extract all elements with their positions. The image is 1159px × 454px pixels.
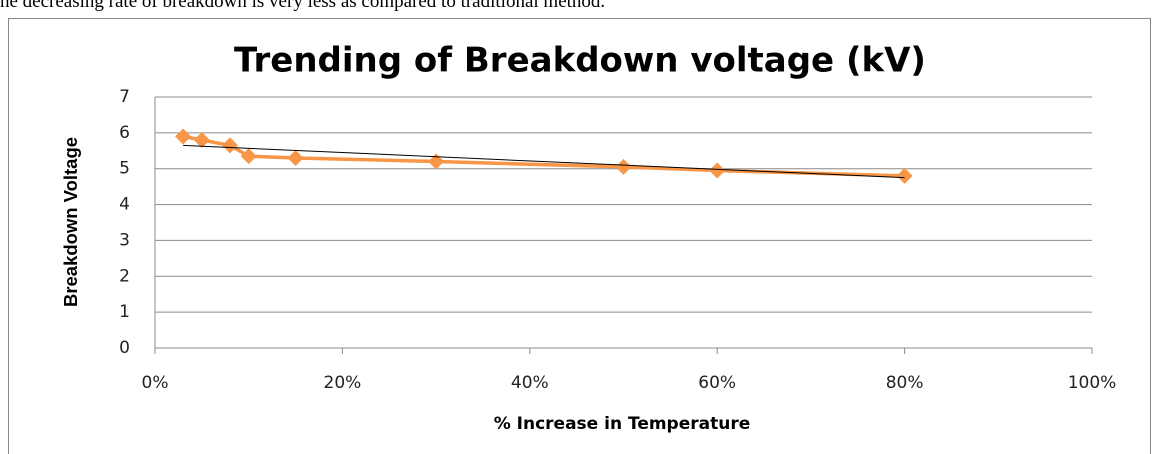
y-tick-label: 2	[119, 266, 130, 286]
marker	[240, 148, 257, 165]
y-tick-label: 6	[119, 123, 130, 143]
y-tick-label: 4	[119, 195, 130, 215]
y-tick-label: 7	[119, 87, 130, 107]
y-tick-label: 0	[119, 338, 130, 358]
x-tick-label: 60%	[698, 373, 736, 393]
chart-title: Trending of Breakdown voltage (kV)	[234, 41, 926, 81]
marker	[221, 137, 238, 154]
trendline	[183, 144, 905, 179]
y-tick-label: 3	[119, 230, 130, 250]
chart-border	[8, 18, 1151, 454]
y-axis-label: Breakdown Voltage	[61, 137, 81, 307]
marker	[428, 153, 445, 170]
marker	[615, 158, 632, 175]
x-tick-label: 0%	[142, 373, 169, 393]
marker	[193, 132, 210, 149]
x-tick-label: 100%	[1068, 373, 1117, 393]
x-tick-label: 80%	[886, 373, 924, 393]
x-tick-label: 20%	[324, 373, 362, 393]
marker	[709, 162, 726, 179]
marker	[896, 167, 913, 184]
caption: he decreasing rate of breakdown is very …	[0, 0, 606, 12]
y-tick-label: 5	[119, 159, 130, 179]
marker	[175, 128, 192, 145]
x-axis-label: % Increase in Temperature	[494, 414, 751, 434]
marker	[287, 149, 304, 166]
y-tick-label: 1	[119, 302, 130, 322]
x-tick-label: 40%	[511, 373, 549, 393]
